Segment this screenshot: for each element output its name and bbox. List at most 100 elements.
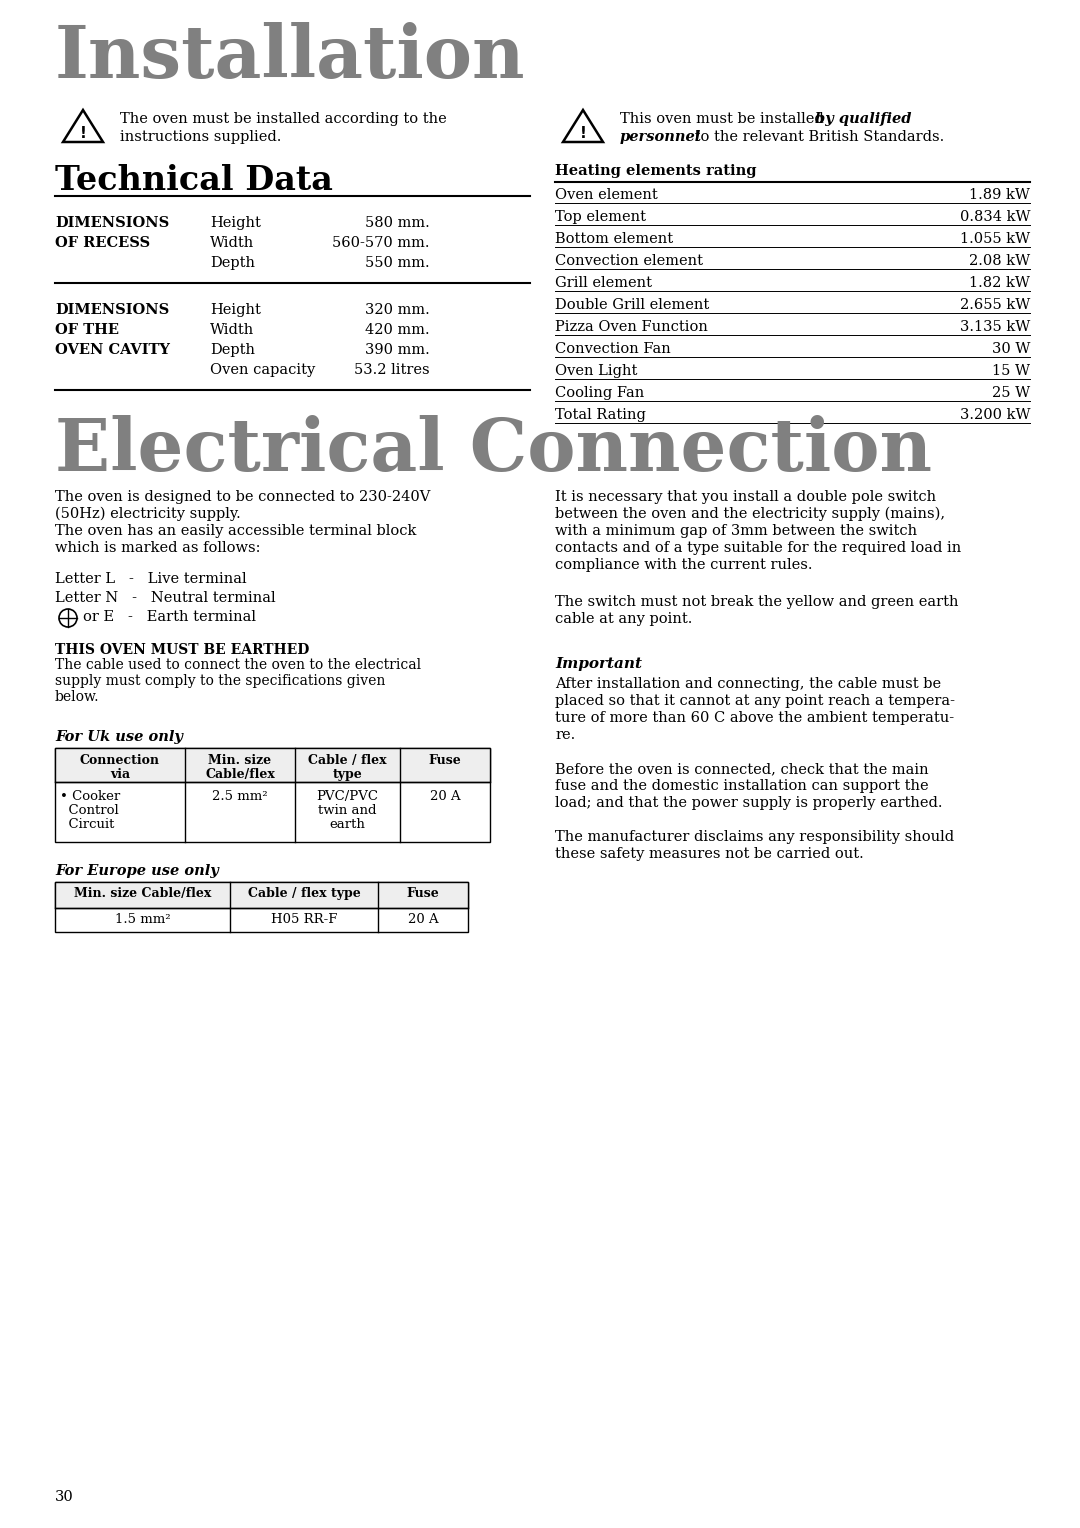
Text: Technical Data: Technical Data (55, 163, 333, 197)
Text: 1.5 mm²: 1.5 mm² (114, 914, 171, 926)
Text: H05 RR-F: H05 RR-F (271, 914, 337, 926)
Text: 3.135 kW: 3.135 kW (960, 319, 1030, 335)
Bar (55, 749, 490, 782)
Text: load; and that the power supply is properly earthed.: load; and that the power supply is prope… (555, 796, 943, 810)
Text: cable at any point.: cable at any point. (555, 613, 692, 626)
Text: Convection element: Convection element (555, 254, 703, 267)
Text: contacts and of a type suitable for the required load in: contacts and of a type suitable for the … (555, 541, 961, 555)
Text: Letter N   -   Neutral terminal: Letter N - Neutral terminal (55, 591, 275, 605)
Text: Circuit: Circuit (60, 817, 114, 831)
Text: Double Grill element: Double Grill element (555, 298, 710, 312)
Text: 25 W: 25 W (991, 387, 1030, 400)
Text: 1.055 kW: 1.055 kW (960, 232, 1030, 246)
Text: Heating elements rating: Heating elements rating (555, 163, 756, 177)
Text: Cooling Fan: Cooling Fan (555, 387, 645, 400)
Text: supply must comply to the specifications given: supply must comply to the specifications… (55, 674, 386, 688)
Text: fuse and the domestic installation can support the: fuse and the domestic installation can s… (555, 779, 929, 793)
Text: Cable / flex: Cable / flex (308, 753, 387, 767)
Text: 20 A: 20 A (407, 914, 438, 926)
Text: The oven is designed to be connected to 230-240V: The oven is designed to be connected to … (55, 490, 430, 504)
Text: or E   -   Earth terminal: or E - Earth terminal (83, 610, 256, 623)
Text: instructions supplied.: instructions supplied. (120, 130, 282, 144)
Text: Letter L   -   Live terminal: Letter L - Live terminal (55, 571, 246, 587)
Text: For Europe use only: For Europe use only (55, 863, 219, 879)
Text: via: via (110, 769, 130, 781)
Text: Installation: Installation (55, 21, 526, 93)
Text: The oven has an easily accessible terminal block: The oven has an easily accessible termin… (55, 524, 417, 538)
Text: 420 mm.: 420 mm. (365, 322, 430, 338)
Text: Width: Width (210, 322, 254, 338)
Text: Pizza Oven Function: Pizza Oven Function (555, 319, 707, 335)
Text: below.: below. (55, 691, 99, 704)
Text: 20 A: 20 A (430, 790, 460, 804)
Text: OF THE: OF THE (55, 322, 119, 338)
Bar (55, 882, 468, 908)
Text: Cable/flex: Cable/flex (205, 769, 275, 781)
Text: DIMENSIONS: DIMENSIONS (55, 215, 170, 231)
Text: Depth: Depth (210, 342, 255, 358)
Text: 1.89 kW: 1.89 kW (969, 188, 1030, 202)
Text: with a minimum gap of 3mm between the switch: with a minimum gap of 3mm between the sw… (555, 524, 917, 538)
Text: DIMENSIONS: DIMENSIONS (55, 303, 170, 316)
Text: 3.200 kW: 3.200 kW (959, 408, 1030, 422)
Text: Control: Control (60, 804, 119, 817)
Text: !: ! (80, 125, 86, 141)
Text: Min. size Cable/flex: Min. size Cable/flex (73, 886, 212, 900)
Text: type: type (333, 769, 363, 781)
Text: !: ! (580, 125, 586, 141)
Text: re.: re. (555, 727, 576, 743)
Text: Electrical Connection: Electrical Connection (55, 416, 932, 486)
Text: 2.655 kW: 2.655 kW (960, 298, 1030, 312)
Text: OF RECESS: OF RECESS (55, 235, 150, 251)
Text: compliance with the current rules.: compliance with the current rules. (555, 558, 812, 571)
Text: 580 mm.: 580 mm. (365, 215, 430, 231)
Text: 0.834 kW: 0.834 kW (959, 209, 1030, 225)
Text: to the relevant British Standards.: to the relevant British Standards. (690, 130, 944, 144)
Text: After installation and connecting, the cable must be: After installation and connecting, the c… (555, 677, 941, 691)
Text: Oven Light: Oven Light (555, 364, 637, 377)
Text: placed so that it cannot at any point reach a tempera-: placed so that it cannot at any point re… (555, 694, 955, 707)
Bar (55, 749, 490, 842)
Text: 1.82 kW: 1.82 kW (969, 277, 1030, 290)
Text: This oven must be installed: This oven must be installed (620, 112, 828, 125)
Text: Fuse: Fuse (407, 886, 440, 900)
Text: Convection Fan: Convection Fan (555, 342, 671, 356)
Text: Oven element: Oven element (555, 188, 658, 202)
Text: Grill element: Grill element (555, 277, 652, 290)
Text: The switch must not break the yellow and green earth: The switch must not break the yellow and… (555, 594, 959, 610)
Text: (50Hz) electricity supply.: (50Hz) electricity supply. (55, 507, 241, 521)
Text: between the oven and the electricity supply (mains),: between the oven and the electricity sup… (555, 507, 945, 521)
Text: The oven must be installed according to the: The oven must be installed according to … (120, 112, 447, 125)
Text: 30: 30 (55, 1490, 73, 1504)
Text: 2.08 kW: 2.08 kW (969, 254, 1030, 267)
Text: Fuse: Fuse (429, 753, 461, 767)
Text: Cable / flex type: Cable / flex type (247, 886, 361, 900)
Text: personnel: personnel (620, 130, 701, 144)
Text: ture of more than 60 C above the ambient temperatu-: ture of more than 60 C above the ambient… (555, 711, 954, 724)
Text: which is marked as follows:: which is marked as follows: (55, 541, 260, 555)
Text: Height: Height (210, 215, 261, 231)
Text: Total Rating: Total Rating (555, 408, 646, 422)
Text: Important: Important (555, 657, 642, 671)
Text: OVEN CAVITY: OVEN CAVITY (55, 342, 170, 358)
Text: It is necessary that you install a double pole switch: It is necessary that you install a doubl… (555, 490, 936, 504)
Text: Top element: Top element (555, 209, 646, 225)
Text: Connection: Connection (80, 753, 160, 767)
Text: Oven capacity: Oven capacity (210, 364, 315, 377)
Text: 390 mm.: 390 mm. (365, 342, 430, 358)
Text: PVC/PVC: PVC/PVC (316, 790, 378, 804)
Text: 53.2 litres: 53.2 litres (354, 364, 430, 377)
Text: Depth: Depth (210, 257, 255, 270)
Text: Height: Height (210, 303, 261, 316)
Text: • Cooker: • Cooker (60, 790, 120, 804)
Text: 320 mm.: 320 mm. (365, 303, 430, 316)
Text: Before the oven is connected, check that the main: Before the oven is connected, check that… (555, 762, 929, 776)
Text: Width: Width (210, 235, 254, 251)
Text: 560-570 mm.: 560-570 mm. (333, 235, 430, 251)
Text: twin and: twin and (319, 804, 377, 817)
Text: 2.5 mm²: 2.5 mm² (212, 790, 268, 804)
Text: THIS OVEN MUST BE EARTHED: THIS OVEN MUST BE EARTHED (55, 643, 309, 657)
Text: For Uk use only: For Uk use only (55, 730, 183, 744)
Text: 30 W: 30 W (991, 342, 1030, 356)
Text: 550 mm.: 550 mm. (365, 257, 430, 270)
